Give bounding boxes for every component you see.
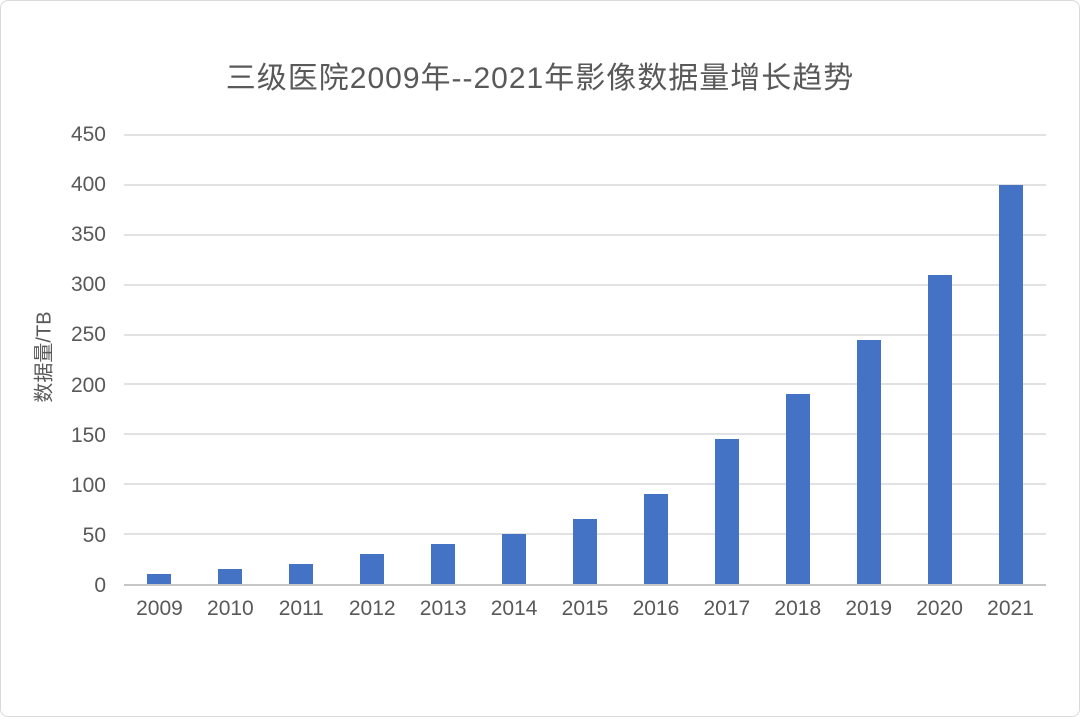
x-tick-label-2014: 2014 xyxy=(490,597,538,620)
x-tick-label-2012: 2012 xyxy=(348,597,396,620)
bar-2014 xyxy=(502,534,527,584)
bar-2010 xyxy=(218,569,243,584)
bar-2020 xyxy=(927,274,952,584)
gridline-y100 xyxy=(124,483,1046,486)
x-tick-label-2017: 2017 xyxy=(703,597,751,620)
gridline-y200 xyxy=(124,383,1046,386)
plot-area xyxy=(124,134,1046,586)
bar-2012 xyxy=(360,554,385,584)
x-tick-label-2021: 2021 xyxy=(987,597,1034,620)
gridline-y350 xyxy=(124,233,1046,236)
x-tick-label-2020: 2020 xyxy=(916,597,963,620)
bar-2013 xyxy=(431,544,456,584)
bar-2016 xyxy=(643,494,668,584)
gridline-y150 xyxy=(124,433,1046,436)
y-tick-label-300: 300 xyxy=(70,273,106,297)
bar-2015 xyxy=(573,519,597,584)
x-tick-label-2016: 2016 xyxy=(632,597,680,620)
y-tick-label-150: 150 xyxy=(70,423,106,447)
y-tick-label-0: 0 xyxy=(94,574,106,597)
gridline-y300 xyxy=(124,283,1046,286)
y-tick-label-50: 50 xyxy=(82,523,106,547)
bar-2009 xyxy=(147,574,172,584)
y-tick-label-400: 400 xyxy=(70,173,106,197)
gridline-y400 xyxy=(124,183,1046,186)
bar-2018 xyxy=(785,394,810,584)
x-tick-label-2010: 2010 xyxy=(207,597,254,620)
y-tick-label-200: 200 xyxy=(70,373,106,397)
gridline-y450 xyxy=(124,134,1046,136)
bar-2021 xyxy=(998,184,1023,584)
bar-2019 xyxy=(856,339,881,584)
y-tick-label-100: 100 xyxy=(70,473,106,497)
x-tick-label-2009: 2009 xyxy=(136,597,183,620)
x-tick-label-2019: 2019 xyxy=(845,597,893,620)
x-tick-label-2018: 2018 xyxy=(774,597,822,620)
y-tick-label-350: 350 xyxy=(70,223,106,247)
y-tick-label-250: 250 xyxy=(70,323,106,347)
x-tick-label-2015: 2015 xyxy=(561,597,609,620)
y-tick-label-450: 450 xyxy=(70,123,106,146)
x-tick-label-2011: 2011 xyxy=(278,597,324,620)
bar-2017 xyxy=(714,439,739,584)
chart-title: 三级医院2009年--2021年影像数据量增长趋势 xyxy=(225,62,855,95)
gridline-y250 xyxy=(124,333,1046,336)
bar-2011 xyxy=(289,564,314,584)
x-tick-label-2013: 2013 xyxy=(419,597,467,620)
